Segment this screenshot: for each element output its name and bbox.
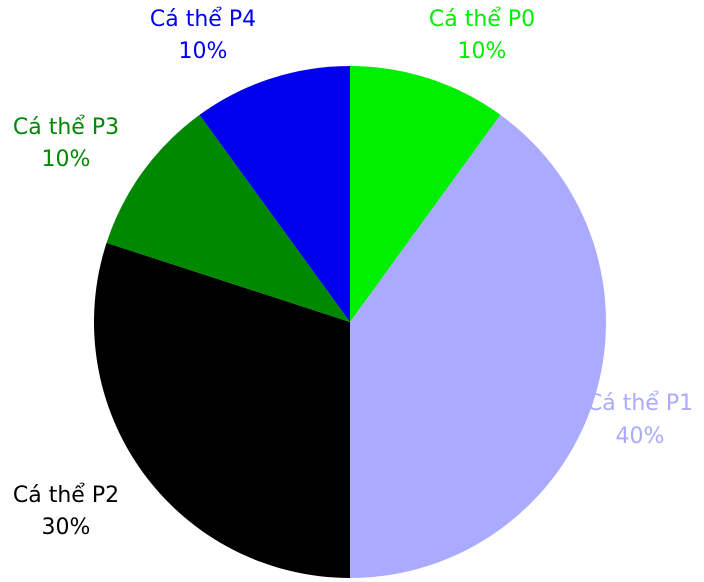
slice-label-1: Cá thể P1 xyxy=(587,391,693,416)
slice-value-2: 30% xyxy=(42,515,91,540)
slice-label-4: Cá thể P4 xyxy=(150,7,256,32)
pie-slice-0 xyxy=(350,66,501,322)
slice-value-1: 40% xyxy=(616,424,665,449)
pie-slice-3 xyxy=(106,114,350,322)
pie-slice-4 xyxy=(199,66,350,322)
pie-slice-1 xyxy=(350,114,606,578)
slice-value-4: 10% xyxy=(179,39,228,64)
slice-label-2: Cá thể P2 xyxy=(13,483,119,508)
slice-label-3: Cá thể P3 xyxy=(13,115,119,140)
slice-value-0: 10% xyxy=(458,39,507,64)
slice-label-0: Cá thể P0 xyxy=(429,7,535,32)
pie-slices xyxy=(93,66,606,578)
slice-value-3: 10% xyxy=(42,147,91,172)
slice-labels: Cá thể P0 10% Cá thể P1 40% Cá thể P2 30% Cá t… xyxy=(13,7,693,540)
pie-slice-2 xyxy=(93,242,351,578)
